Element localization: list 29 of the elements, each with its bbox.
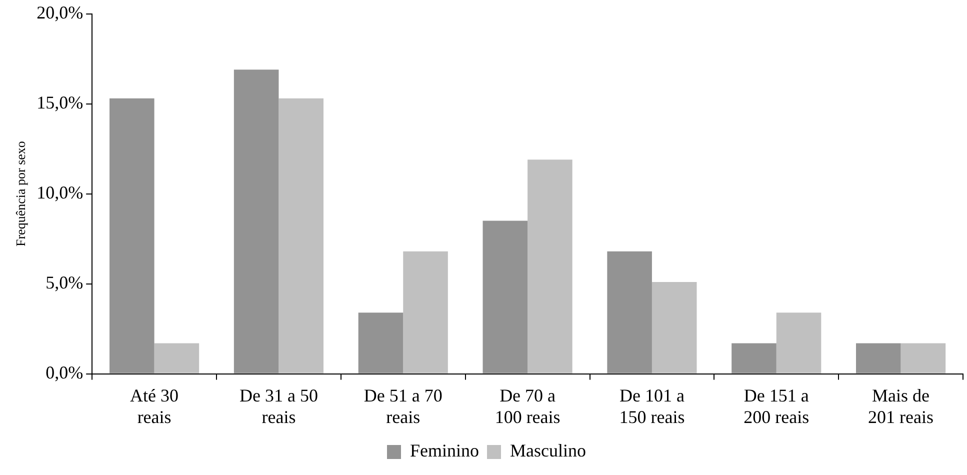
bar: [652, 282, 697, 374]
bar: [482, 220, 528, 374]
bar: [856, 343, 901, 374]
y-tick-label: 10,0%: [36, 182, 84, 203]
y-tick-label: 0,0%: [46, 362, 84, 383]
bar: [234, 70, 279, 374]
y-axis-title: Frequência por sexo: [13, 141, 28, 247]
bar: [732, 343, 776, 374]
y-tick-label: 20,0%: [36, 2, 84, 23]
x-tick-label: De 70 a 100 reais: [494, 385, 560, 427]
bar: [607, 251, 652, 374]
bar: [900, 343, 946, 374]
bar: [528, 160, 572, 374]
x-tick-label: De 31 a 50 reais: [239, 385, 318, 427]
legend-label: Masculino: [510, 440, 586, 461]
bar: [110, 98, 154, 374]
legend-label: Feminino: [410, 440, 480, 461]
y-tick-label: 15,0%: [36, 92, 84, 113]
bar: [154, 343, 200, 374]
x-tick-label: De 51 a 70 reais: [364, 385, 442, 427]
x-tick-label: De 151 a 200 reais: [744, 385, 810, 427]
y-tick-label: 5,0%: [46, 272, 84, 293]
bar: [278, 98, 324, 374]
x-tick-label: De 101 a 150 reais: [619, 385, 685, 427]
x-tick-label: Até 30 reais: [130, 385, 179, 427]
bar: [358, 312, 404, 374]
bar: [403, 251, 448, 374]
x-tick-label: Mais de 201 reais: [868, 385, 934, 427]
bar: [776, 312, 822, 374]
